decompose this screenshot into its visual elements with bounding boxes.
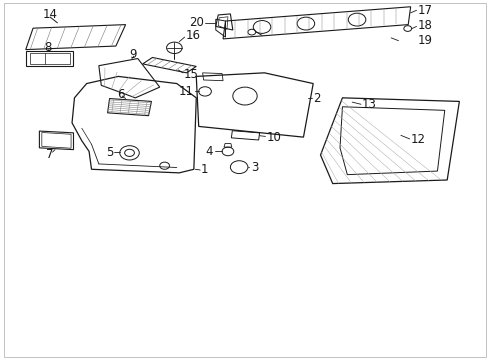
Text: 11: 11 <box>179 85 194 98</box>
Text: 7: 7 <box>47 148 54 161</box>
Text: 6: 6 <box>117 88 124 101</box>
Text: 3: 3 <box>251 161 258 174</box>
Text: 19: 19 <box>418 34 433 47</box>
Text: 5: 5 <box>106 146 114 159</box>
Text: 13: 13 <box>362 99 377 112</box>
Text: 12: 12 <box>411 134 426 147</box>
Text: 4: 4 <box>206 145 213 158</box>
Text: 15: 15 <box>184 68 199 81</box>
Text: 14: 14 <box>43 9 58 22</box>
Text: 8: 8 <box>44 41 51 54</box>
Text: 17: 17 <box>418 4 433 17</box>
Text: 20: 20 <box>189 16 203 29</box>
Text: 9: 9 <box>129 48 137 61</box>
Text: 18: 18 <box>418 19 433 32</box>
Text: 2: 2 <box>313 93 321 105</box>
Text: 1: 1 <box>201 163 209 176</box>
Text: 10: 10 <box>267 131 282 144</box>
Text: 16: 16 <box>186 29 200 42</box>
